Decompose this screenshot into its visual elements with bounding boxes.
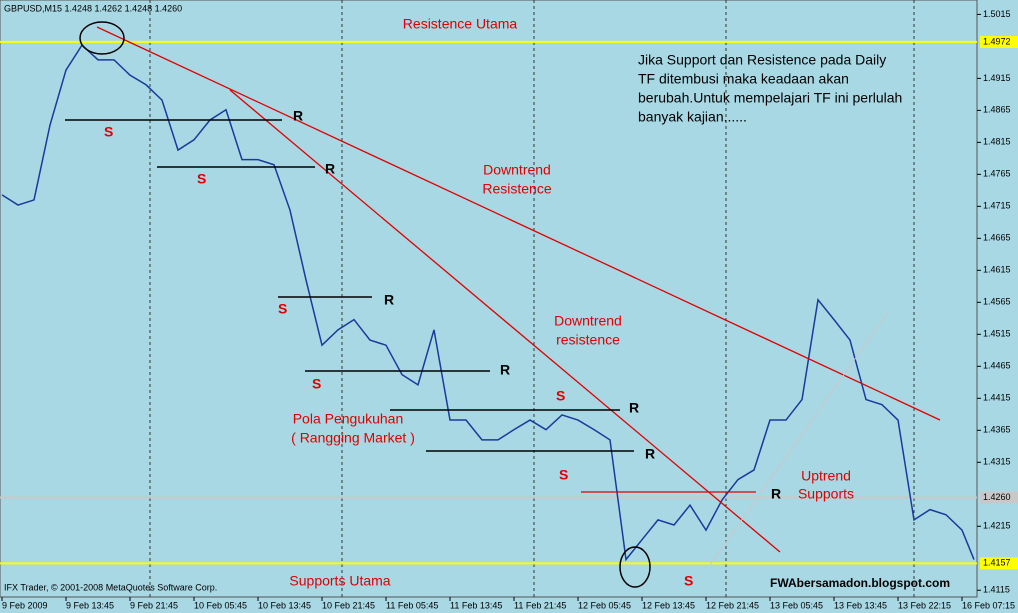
y-tick-label: 1.4565 — [983, 297, 1011, 307]
y-tick-label: 1.4315 — [983, 457, 1011, 467]
annotation: ( Rangging Market ) — [291, 430, 415, 446]
x-tick-label: 12 Feb 13:45 — [642, 600, 695, 610]
x-tick-label: 10 Feb 13:45 — [258, 600, 311, 610]
annotation: R — [384, 292, 394, 308]
annotation: Uptrend — [801, 468, 851, 484]
trendline — [96, 26, 941, 421]
annotation: Resistence Utama — [403, 16, 518, 32]
level-tag — [980, 491, 1018, 504]
x-tick-label: 13 Feb 05:45 — [770, 600, 823, 610]
x-tick-label: 9 Feb 21:45 — [130, 600, 178, 610]
x-tick-label: 11 Feb 05:45 — [386, 600, 438, 610]
y-tick-label: 1.4115 — [983, 585, 1010, 595]
level-label: 1.4157 — [983, 558, 1011, 568]
annotation: Downtrend — [554, 313, 622, 329]
drawings — [65, 21, 941, 588]
level-tag — [980, 557, 1018, 570]
x-tick-label: 10 Feb 05:45 — [194, 600, 247, 610]
y-tick-label: 1.4465 — [983, 361, 1011, 371]
x-tick-label: 12 Feb 21:45 — [706, 600, 759, 610]
annotation: Pola Pengukuhan — [293, 411, 404, 427]
level-tag — [980, 35, 1018, 48]
plot — [1, 43, 975, 562]
x-tick-label: 16 Feb 07:15 — [962, 600, 1015, 610]
y-tick-label: 1.4915 — [983, 73, 1011, 83]
y-tick-label: 1.4615 — [983, 265, 1011, 275]
x-tick-label: 13 Feb 22:15 — [898, 600, 951, 610]
note-line: banyak kajian...... — [638, 109, 747, 125]
y-tick-label: 1.4765 — [983, 169, 1011, 179]
y-tick-label: 1.5015 — [983, 9, 1011, 19]
annotation: Resistence — [482, 181, 551, 197]
y-tick-label: 1.4215 — [983, 521, 1011, 531]
y-tick-label: 1.4415 — [983, 393, 1011, 403]
y-tick-label: 1.4365 — [983, 425, 1011, 435]
x-tick-label: 11 Feb 13:45 — [450, 600, 502, 610]
annotation: R — [293, 108, 303, 124]
trendline — [709, 311, 889, 566]
level-label: 1.4972 — [983, 36, 1011, 46]
annotation: Downtrend — [483, 162, 551, 178]
y-tick-label: 1.4865 — [983, 105, 1011, 115]
x-tick-label: 12 Feb 05:45 — [578, 600, 631, 610]
note-line: berubah.Untuk mempelajari TF ini perlula… — [638, 90, 902, 106]
x-tick-label: 10 Feb 21:45 — [322, 600, 375, 610]
note-line: TF ditembusi maka keadaan akan — [638, 71, 849, 87]
note-line: Jika Support dan Resistence pada Daily — [638, 52, 886, 68]
trendline — [229, 89, 781, 553]
circle — [619, 546, 651, 588]
annotation: R — [500, 362, 510, 378]
annotation: S — [312, 376, 321, 392]
levels: 1.4972 1.4157 1.4260 — [0, 35, 1018, 570]
annotation: S — [278, 301, 287, 317]
annotation: S — [684, 573, 693, 589]
annotation: S — [104, 124, 113, 140]
annotation: Supports — [798, 486, 854, 502]
annotation: R — [645, 446, 655, 462]
x-tick-label: 11 Feb 21:45 — [514, 600, 566, 610]
footer: IFX Trader, © 2001-2008 MetaQuotes Softw… — [4, 582, 217, 592]
level-label: 1.4260 — [983, 492, 1011, 502]
chart-title: GBPUSD,M15 1.4248 1.4262 1.4248 1.4260 — [4, 3, 182, 13]
y-tick-label: 1.4665 — [983, 233, 1011, 243]
x-tick-label: 9 Feb 2009 — [2, 600, 48, 610]
annotation: S — [559, 467, 568, 483]
circle — [79, 21, 125, 55]
y-tick-label: 1.4715 — [983, 201, 1011, 211]
annotation: S — [556, 388, 565, 404]
y-tick-label: 1.4515 — [983, 329, 1011, 339]
annotation: Supports Utama — [289, 573, 390, 589]
annotation: R — [771, 486, 781, 502]
annotation: R — [629, 400, 639, 416]
x-tick-label: 9 Feb 13:45 — [66, 600, 114, 610]
annotation: resistence — [556, 332, 620, 348]
x-tick-label: 13 Feb 13:45 — [834, 600, 887, 610]
price-line — [1, 43, 975, 562]
watermark: FWAbersamadon.blogspot.com — [770, 576, 950, 590]
annotation: R — [325, 161, 335, 177]
annotation: S — [197, 171, 206, 187]
y-tick-label: 1.4815 — [983, 137, 1011, 147]
